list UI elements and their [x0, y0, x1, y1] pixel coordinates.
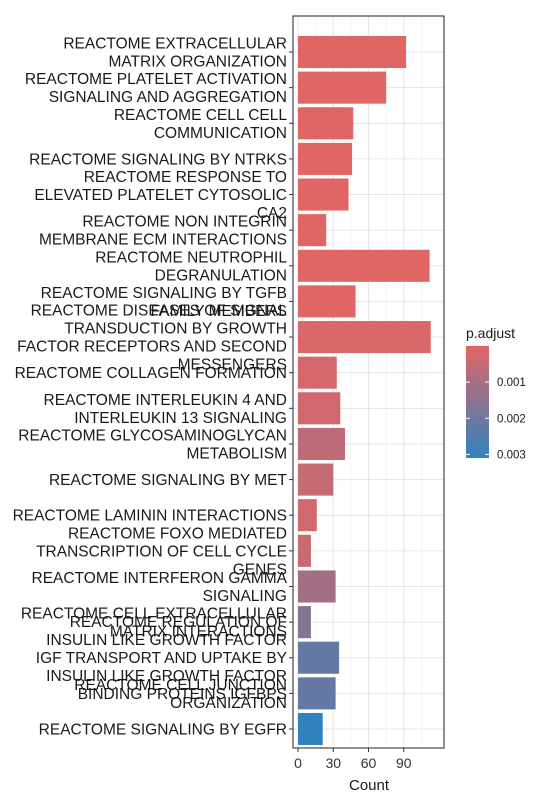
category-label: REACTOME CELL EXTRACELLULAR MATRIX INTERA… [21, 606, 287, 641]
category-label: REACTOME SIGNALING BY TGFB FAMILY MEMBERS [41, 285, 287, 320]
bar [298, 249, 430, 282]
x-axis-title: Count [349, 777, 390, 794]
legend-colorbar [466, 346, 489, 458]
category-label: REACTOME INTERFERON GAMMA SIGNALING [32, 570, 288, 605]
bar [298, 107, 354, 140]
category-label: REACTOME GLYCOSAMINOGLYCAN METABOLISM [18, 427, 287, 462]
bar [298, 570, 336, 603]
bar [298, 392, 341, 425]
category-label: REACTOME EXTRACELLULAR MATRIX ORGANIZATIO… [63, 36, 287, 71]
category-label: REACTOME FOXO MEDIATED TRANSCRIPTION OF C… [36, 525, 287, 578]
category-label: REACTOME NEUTROPHIL DEGRANULATION [95, 249, 287, 284]
x-tick-label: 60 [361, 755, 377, 771]
bar [298, 321, 431, 354]
bar [298, 356, 337, 389]
bar [298, 427, 345, 460]
bar [298, 142, 353, 175]
x-tick-label: 30 [325, 755, 341, 771]
bar [298, 214, 327, 247]
category-label: REACTOME SIGNALING BY EGFR [39, 722, 287, 739]
legend-title: p.adjust [466, 325, 515, 341]
category-label: REACTOME DISEASES OF SIGNAL TRANSDUCTION … [17, 303, 287, 374]
legend-tick-label: 0.001 [497, 377, 526, 389]
category-label: REACTOME SIGNALING BY NTRKS [29, 151, 287, 168]
category-label: REACTOME REGULATION OF INSULIN LIKE GROWT… [36, 614, 287, 703]
bar [298, 534, 311, 567]
color-legend: p.adjust 0.001 0.002 0.003 [466, 325, 526, 461]
legend-tick-label: 0.003 [497, 449, 526, 461]
bar [298, 463, 334, 496]
x-tick-label: 90 [396, 755, 412, 771]
bar [298, 35, 407, 69]
category-label: REACTOME COLLAGEN FORMATION [15, 365, 287, 382]
bar [298, 712, 323, 746]
bar [298, 71, 387, 104]
bar [298, 677, 336, 710]
bar [298, 499, 317, 532]
category-label: REACTOME NON INTEGRIN MEMBRANE ECM INTERA… [39, 214, 287, 249]
category-label: REACTOME SIGNALING BY MET [49, 472, 288, 489]
category-label: REACTOME LAMININ INTERACTIONS [13, 508, 287, 525]
x-axis: 0 30 60 90 [294, 748, 412, 771]
bar [298, 641, 340, 674]
x-tick-label: 0 [294, 755, 302, 771]
category-label: REACTOME CELL CELL COMMUNICATION [114, 107, 288, 142]
category-label: REACTOME PLATELET ACTIVATION SIGNALING AN… [25, 71, 287, 106]
category-label: REACTOME CELL JUNCTION ORGANIZATION [74, 677, 287, 712]
category-label: REACTOME INTERLEUKIN 4 AND INTERLEUKIN 13… [44, 392, 287, 427]
legend-tick-label: 0.002 [497, 413, 526, 425]
bar [298, 178, 349, 211]
category-labels: REACTOME EXTRACELLULAR MATRIX ORGANIZATIO… [13, 36, 293, 739]
category-label: REACTOME RESPONSE TO ELEVATED PLATELET CY… [34, 169, 287, 222]
bars [298, 35, 431, 746]
bar [298, 285, 356, 318]
bar [298, 606, 311, 639]
